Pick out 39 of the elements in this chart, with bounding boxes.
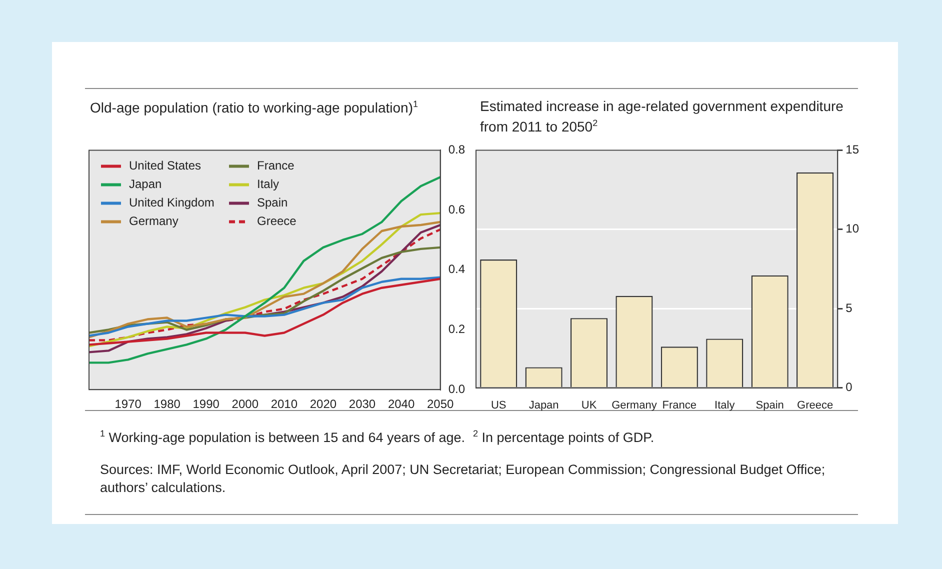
x-tick-label: 1980	[154, 397, 181, 412]
y-tick-label: 0.4	[448, 262, 466, 276]
x-tick-label: Spain	[756, 399, 784, 412]
x-tick-label: France	[662, 399, 697, 412]
y-tick-label: 5	[846, 300, 853, 315]
x-tick-label: 1970	[114, 397, 142, 412]
x-tick-label: Germany	[612, 399, 658, 412]
x-tick-label: 2050	[426, 397, 454, 412]
x-tick-label: 2030	[348, 397, 376, 412]
x-tick-label: 2000	[232, 397, 259, 412]
x-tick-label: US	[490, 399, 506, 412]
legend-label: France	[257, 158, 295, 173]
text: $^{2}$ In percentage points of GDP.	[473, 428, 654, 444]
x-tick-label: Japan	[528, 399, 559, 412]
legend-label: Germany	[129, 214, 178, 228]
legend-label: Spain	[257, 196, 288, 210]
y-tick-label: 0.2	[448, 322, 466, 336]
x-tick-label: Greece	[797, 399, 834, 412]
text: $^{1}$ Working-age population is between 15 and 64 years of age.	[100, 428, 466, 444]
y-tick-label: 0.6	[448, 202, 466, 216]
x-tick-label: Italy	[714, 399, 736, 412]
x-tick-label: 2020	[310, 397, 337, 412]
y-tick-label: 0.0	[448, 382, 466, 396]
y-tick-label: 0	[846, 380, 853, 394]
source-note: Sources: IMF, World Economic Outlook, April 2007; UN Secretariat; European Commission; Congressional Budget Office; authors’ calculations.	[100, 460, 826, 496]
y-tick-label: 15	[846, 142, 860, 157]
legend-label: Greece	[257, 214, 297, 228]
x-tick-label: 2040	[388, 397, 415, 412]
y-tick-label: 10	[846, 222, 860, 236]
x-tick-label: 2010	[270, 397, 298, 412]
x-tick-label: 1990	[192, 397, 220, 412]
legend-label: Italy	[257, 177, 280, 192]
chart-title: Old-age population (ratio to working-age population)$^{1}$	[90, 98, 419, 117]
legend-label: Japan	[129, 177, 162, 192]
y-tick-label: 0.8	[448, 142, 466, 157]
chart-title: Estimated increase in age-related government expenditure from 2011 to 2050$^{2}$	[480, 98, 844, 136]
legend-label: United Kingdom	[129, 196, 214, 210]
legend-label: United States	[129, 158, 202, 173]
x-tick-label: UK	[581, 399, 598, 412]
